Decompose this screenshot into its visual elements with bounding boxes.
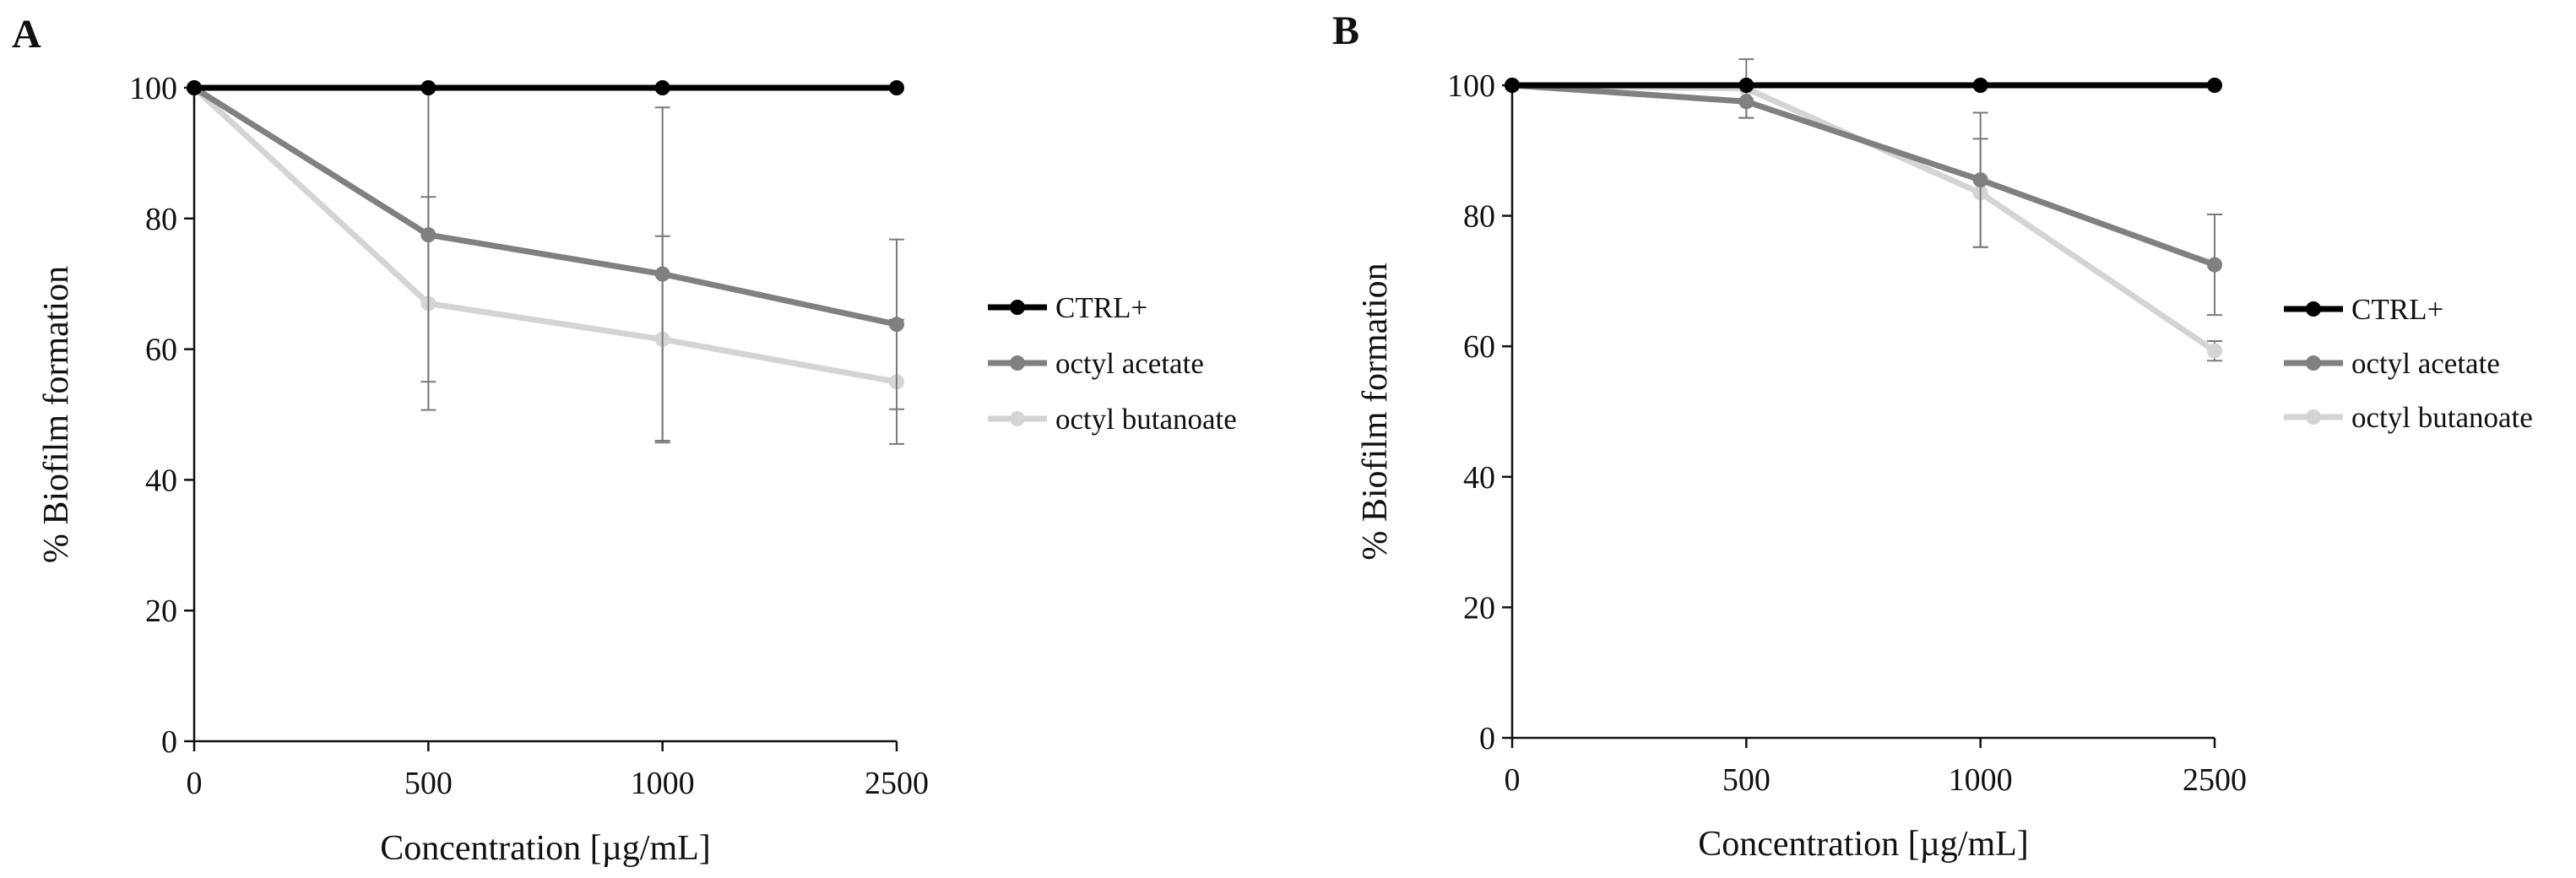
panel-b-letter: B: [1332, 8, 1359, 53]
panel-b-y-tick-label: 80: [1463, 199, 1495, 235]
panel-a-ctrl-legend-label: CTRL+: [1055, 291, 1147, 324]
panel-a-ctrl-point: [654, 80, 670, 95]
panel-a-y-tick-label: 60: [145, 333, 177, 368]
panel-a-octyl-butanoate-legend-label: octyl butanoate: [1055, 403, 1237, 436]
panel-b-octyl-acetate-line: [1511, 82, 2216, 268]
panel-b-y-tick-label: 60: [1463, 329, 1495, 365]
panel-a-x-tick-label: 1000: [631, 766, 695, 801]
panel-a-y-tick-label: 20: [145, 593, 177, 629]
panel-b-ctrl-point: [1738, 78, 1754, 93]
panel-b-ctrl-point: [1972, 78, 1988, 93]
panel-b-ctrl-legend-label: CTRL+: [2351, 293, 2443, 326]
panel-b-x-tick-label: 1000: [1949, 762, 2013, 798]
panel-b-octyl-butanoate-legend-marker: [2306, 409, 2321, 425]
panel-b-x-tick-label: 500: [1722, 762, 1771, 798]
panel-b-y-tick-label: 0: [1479, 721, 1495, 756]
panel-b-x-tick-label: 2500: [2183, 762, 2247, 798]
panel-a-octyl-acetate-point: [654, 266, 670, 282]
panel-a-ctrl-point: [420, 80, 437, 95]
panel-a-y-tick-label: 40: [145, 463, 177, 498]
panel-a-ctrl-point: [187, 80, 202, 95]
panel-a-x-axis-label: Concentration [µg/mL]: [380, 829, 711, 868]
panel-b-y-tick-label: 100: [1447, 68, 1495, 104]
panel-a-x-tick-label: 500: [404, 766, 453, 801]
panel-b-octyl-acetate-point: [2207, 257, 2222, 273]
panel-a-octyl-acetate-point: [889, 317, 904, 333]
panel-b-octyl-butanoate-line: [1511, 82, 2216, 354]
panel-a-octyl-butanoate-legend-marker: [1010, 411, 1025, 426]
panel-a-y-tick-label: 0: [161, 724, 177, 760]
panel-a-y-tick-label: 100: [129, 71, 177, 106]
panel-b-y-axis-label: % Biofilm formation: [1356, 263, 1395, 560]
panel-b-x-tick-label: 0: [1505, 762, 1521, 798]
panel-a-octyl-butanoate-line: [192, 85, 898, 385]
panel-b-octyl-acetate-legend-marker: [2306, 355, 2321, 371]
panel-a-octyl-acetate-line: [193, 85, 898, 328]
panel-b-octyl-acetate-point: [1738, 94, 1754, 110]
panel-b-octyl-butanoate-legend-label: octyl butanoate: [2351, 401, 2533, 434]
panel-b-ctrl-point: [2207, 78, 2222, 93]
panel-a-y-tick-label: 80: [145, 202, 177, 237]
panel-b-octyl-butanoate-point: [2207, 343, 2222, 359]
panel-b-y-tick-label: 40: [1463, 460, 1495, 496]
panel-a-y-axis-label: % Biofilm formation: [37, 266, 76, 563]
panel-a-octyl-acetate-legend-marker: [1010, 355, 1025, 371]
panel-a-ctrl-legend-marker: [1010, 300, 1025, 315]
panel-b-ctrl-point: [1505, 78, 1520, 93]
panel-b-y-tick-label: 20: [1463, 590, 1495, 626]
panel-a-letter: A: [12, 12, 41, 57]
panel-a-x-tick-label: 0: [187, 766, 203, 801]
panel-b-octyl-acetate-legend-label: octyl acetate: [2351, 347, 2500, 380]
panel-a-octyl-acetate-point: [420, 227, 437, 243]
panel-a-octyl-acetate-legend-label: octyl acetate: [1055, 347, 1204, 380]
panel-a-x-tick-label: 2500: [865, 766, 929, 801]
panel-b-ctrl-legend-marker: [2306, 301, 2321, 317]
panel-b-x-axis-label: Concentration [µg/mL]: [1698, 825, 2029, 864]
panel-b-octyl-acetate-point: [1972, 172, 1988, 188]
panel-a-ctrl-point: [889, 80, 904, 95]
